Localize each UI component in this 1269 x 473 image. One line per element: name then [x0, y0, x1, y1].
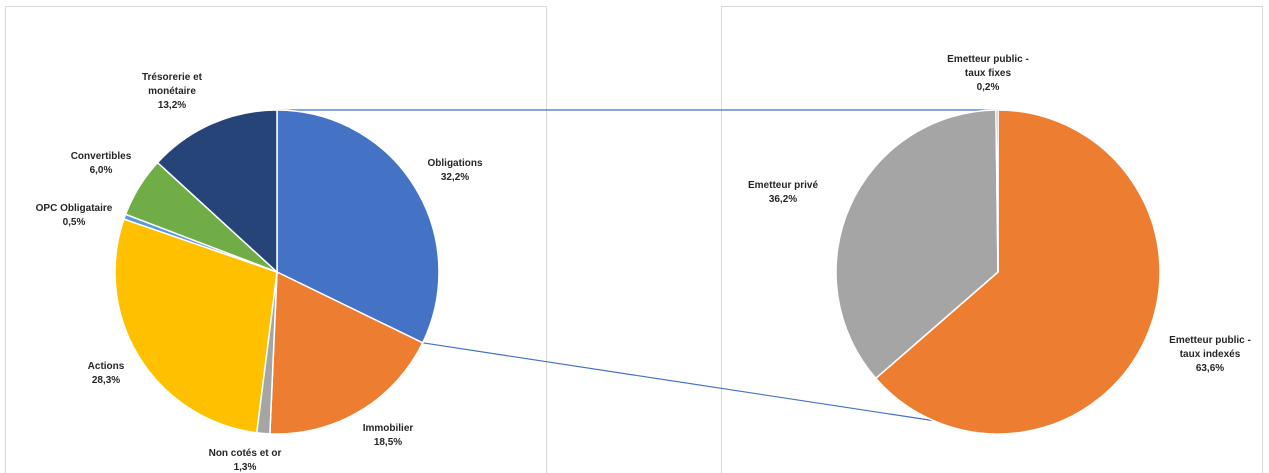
pie-slice-actions: [114, 218, 278, 434]
connector-line-bottom: [422, 342, 1016, 434]
pie-slice-immobilier: [269, 270, 424, 435]
data-label-emetteur-public-taux-fixes: Emetteur public -taux fixes 0,2%: [947, 54, 1029, 93]
pie-slice-emetteur-prive: [835, 109, 999, 380]
pie-right: Emetteur public -taux indexés 63,6% Emette…: [748, 54, 1251, 435]
data-label-non-cotes-et-or: Non cotés et or 1,3%: [209, 448, 282, 473]
pie-left: Obligations 32,2% Immobilier 18,5% Non cotés…: [36, 72, 483, 473]
data-label-actions: Actions 28,3%: [88, 361, 125, 386]
data-label-emetteur-prive: Emetteur privé 36,2%: [748, 180, 818, 205]
data-label-tresorerie-et-monetaire: Trésorerie et monétaire 13,2%: [142, 72, 203, 111]
pie-slice-obligations: [276, 109, 440, 344]
data-label-obligations: Obligations 32,2%: [428, 158, 483, 183]
pie-slice-tresorerie-et-monetaire: [156, 109, 278, 274]
data-label-opc-obligataire: OPC Obligataire 0,5%: [36, 203, 113, 228]
data-label-emetteur-public-taux-indexes: Emetteur public -taux indexés 63,6%: [1169, 335, 1251, 374]
pie-slice-emetteur-public-taux-indexes: [874, 109, 1161, 435]
data-label-immobilier: Immobilier 18,5%: [363, 423, 414, 448]
data-label-convertibles: Convertibles 6,0%: [71, 151, 132, 176]
pie-slice-emetteur-public-taux-fixes: [995, 109, 999, 273]
